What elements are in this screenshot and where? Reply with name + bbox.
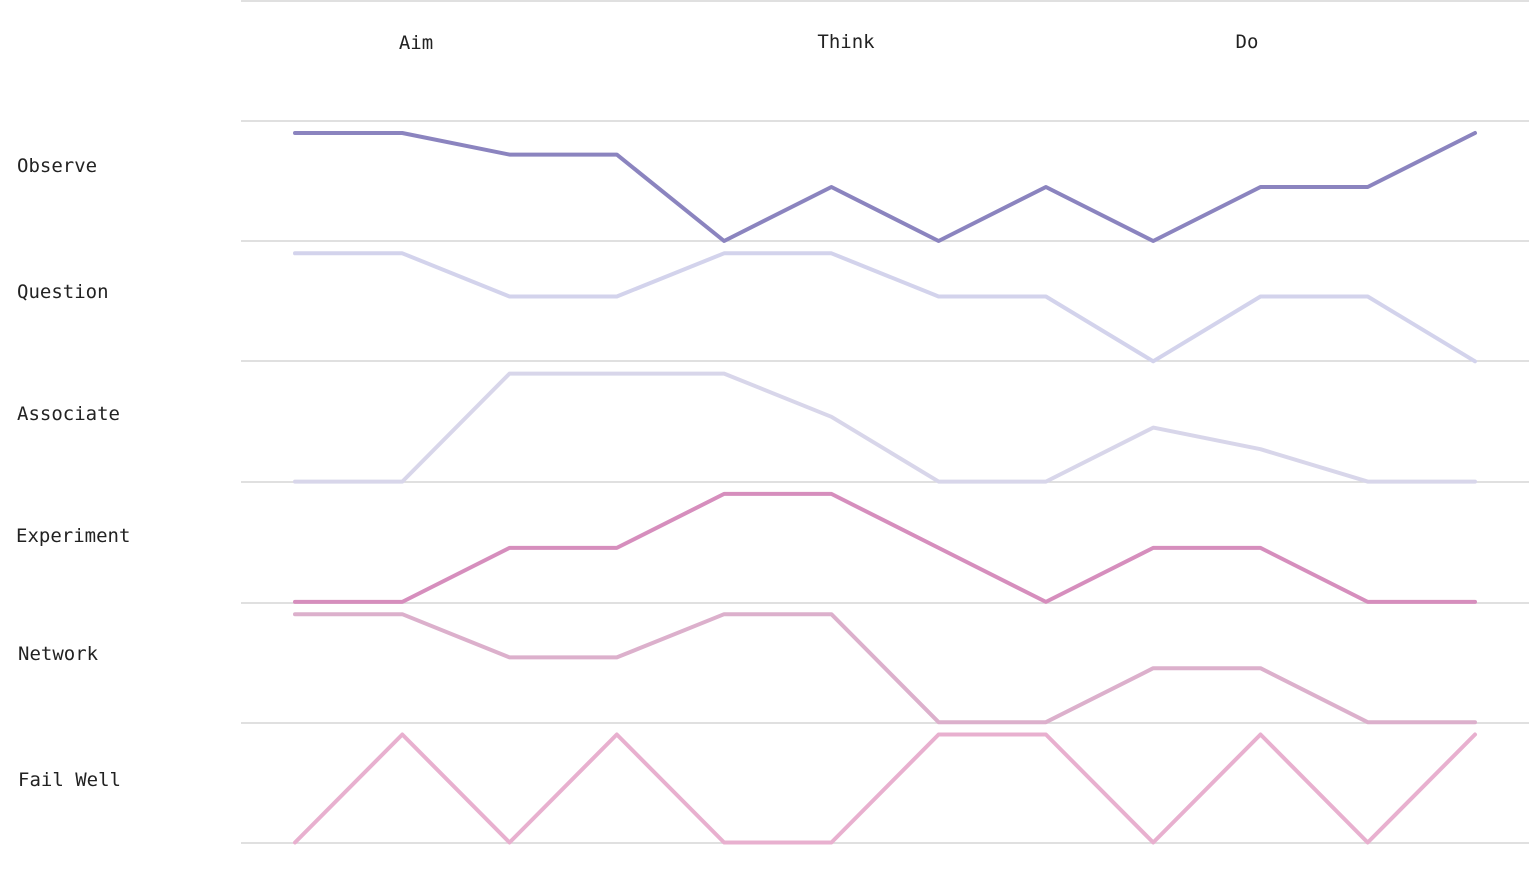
row-label-fail-well: Fail Well xyxy=(18,769,121,791)
row-label-associate: Associate xyxy=(17,403,120,425)
phase-label-aim: Aim xyxy=(399,32,433,54)
series-line-experiment xyxy=(293,491,1477,604)
series-line-question xyxy=(293,251,1477,364)
series-line-fail-well xyxy=(293,732,1477,845)
series-lines xyxy=(293,131,1477,845)
row-labels: Observe Question Associate Experiment Ne… xyxy=(16,155,130,791)
row-label-experiment: Experiment xyxy=(16,525,130,547)
row-label-question: Question xyxy=(17,281,109,303)
row-label-network: Network xyxy=(18,643,99,665)
phase-label-think: Think xyxy=(817,31,875,53)
phase-label-do: Do xyxy=(1236,31,1259,53)
series-line-observe xyxy=(293,131,1477,243)
phase-labels: Aim Think Do xyxy=(399,31,1259,54)
series-line-network xyxy=(293,612,1477,725)
grid-lines xyxy=(241,0,1529,844)
row-label-observe: Observe xyxy=(17,155,97,177)
series-line-associate xyxy=(293,371,1477,484)
